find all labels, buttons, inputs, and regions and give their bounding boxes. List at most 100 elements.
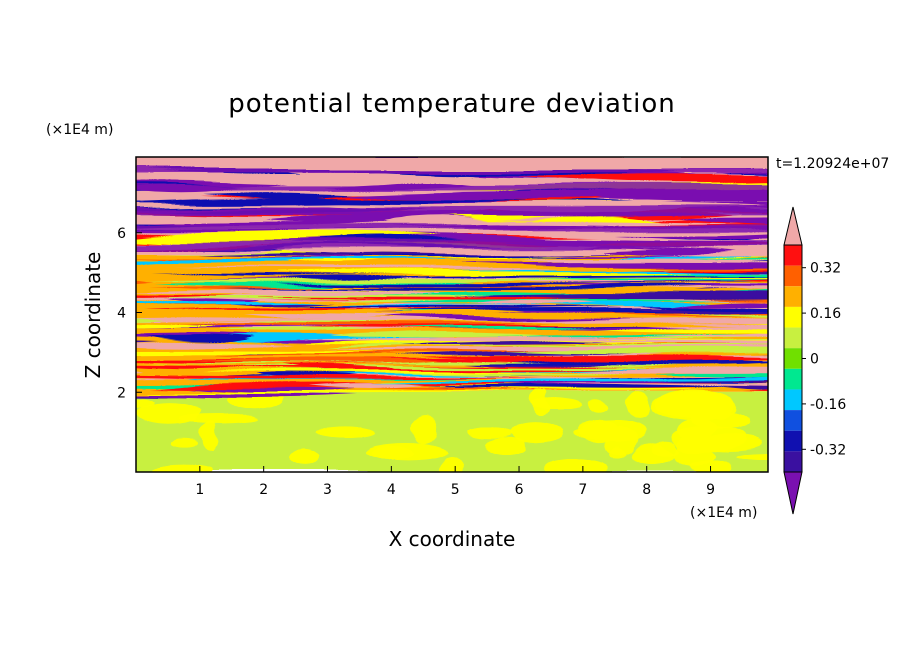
field-streak: [149, 278, 615, 282]
field-streak: [136, 365, 251, 371]
colorbar-extend-max: [783, 206, 803, 246]
chart-title: potential temperature deviation: [228, 89, 675, 119]
field-streak: [185, 366, 628, 371]
field-streak: [468, 299, 596, 305]
field-streak: [136, 391, 357, 398]
field-streak: [337, 255, 581, 258]
field-blob: [467, 428, 514, 439]
field-band: [136, 240, 768, 249]
field-streak: [247, 295, 611, 299]
field-streak: [602, 249, 739, 256]
field-blob: [511, 421, 563, 445]
field-streak: [244, 314, 407, 321]
field-streak: [219, 289, 452, 294]
field-streak: [524, 277, 768, 282]
field-blob: [735, 450, 768, 461]
field-blob: [371, 442, 414, 459]
field-streak: [275, 282, 602, 287]
field-blob: [529, 388, 548, 416]
x-tick-label: 8: [642, 482, 651, 498]
field-streak: [293, 337, 743, 341]
field-streak: [224, 285, 697, 290]
field-blob: [586, 399, 607, 412]
colorbar-tick-label: -0.16: [810, 397, 846, 413]
field-streak: [136, 317, 322, 322]
field-streak: [136, 339, 159, 342]
colorbar: -0.32 -0.16 0 0.16 0.32: [783, 206, 846, 515]
field-streak: [455, 261, 768, 267]
colorbar-segment: [784, 368, 802, 390]
field-streak: [721, 177, 768, 182]
field-streak: [540, 383, 768, 388]
field-streak: [273, 374, 635, 378]
field-blob: [154, 466, 214, 472]
field-streak: [136, 318, 162, 322]
colorbar-segment: [784, 389, 802, 411]
field-streak: [202, 369, 550, 373]
colorbar-segment: [784, 327, 802, 349]
field-blob: [288, 445, 320, 465]
field-streak: [349, 365, 666, 369]
x-tick-label: 2: [259, 482, 268, 498]
field-streak: [331, 333, 544, 338]
colorbar-tick-label: 0.16: [810, 306, 841, 322]
field-streak: [629, 287, 768, 291]
x-unit-label: (×1E4 m): [690, 505, 757, 521]
field-blob: [171, 437, 199, 446]
field-streak: [758, 303, 768, 304]
field-blob: [202, 420, 219, 449]
field-streak: [567, 340, 768, 346]
field-streak: [424, 344, 768, 347]
field-blob: [412, 413, 438, 442]
field-streak: [676, 268, 768, 272]
field-streak: [136, 286, 393, 290]
field-streak: [136, 371, 145, 373]
field-streak: [516, 174, 768, 184]
field-streak: [708, 322, 768, 326]
field-blob: [179, 416, 258, 424]
field-blob: [676, 419, 717, 441]
field-streak: [136, 291, 236, 296]
colorbar-tick-label: 0.32: [810, 261, 841, 277]
field-streak: [690, 258, 768, 260]
field-streak: [201, 193, 355, 199]
x-tick-label: 1: [195, 482, 204, 498]
field-streak: [655, 371, 768, 377]
field-blob: [487, 437, 527, 454]
colorbar-segment: [784, 306, 802, 328]
colorbar-segment: [784, 286, 802, 307]
field-streak: [217, 328, 371, 334]
field-blob: [697, 435, 763, 448]
field-streak: [146, 336, 251, 342]
field-streak: [284, 260, 381, 264]
field-streak: [722, 386, 768, 392]
y-tick-label: 6: [117, 226, 126, 242]
field-streak: [285, 172, 395, 178]
field-streak: [751, 208, 768, 210]
y-tick-label: 4: [117, 306, 126, 322]
y-axis: 2 4 6: [117, 226, 142, 401]
field-streak: [417, 355, 768, 363]
field-streak: [267, 269, 709, 275]
field-streak: [169, 322, 550, 327]
x-axis: 1 2 3 4 5 6 7 8 9: [195, 466, 715, 498]
field-band: [136, 206, 768, 215]
x-tick-label: 4: [387, 482, 396, 498]
x-tick-label: 9: [706, 482, 715, 498]
colorbar-tick-label: 0: [810, 352, 819, 368]
field-bands: [136, 157, 768, 472]
field-streak: [592, 327, 768, 334]
field-streak: [749, 260, 768, 262]
field-streak: [136, 374, 539, 379]
field-streak: [762, 207, 768, 209]
field-streak: [504, 349, 768, 355]
field-streak: [669, 336, 768, 340]
field-streak: [760, 221, 768, 223]
x-tick-label: 7: [578, 482, 587, 498]
field-streak: [136, 301, 331, 305]
colorbar-segment: [784, 430, 802, 452]
colorbar-segment: [784, 451, 802, 472]
field-band-top: [136, 157, 768, 169]
x-tick-label: 3: [323, 482, 332, 498]
